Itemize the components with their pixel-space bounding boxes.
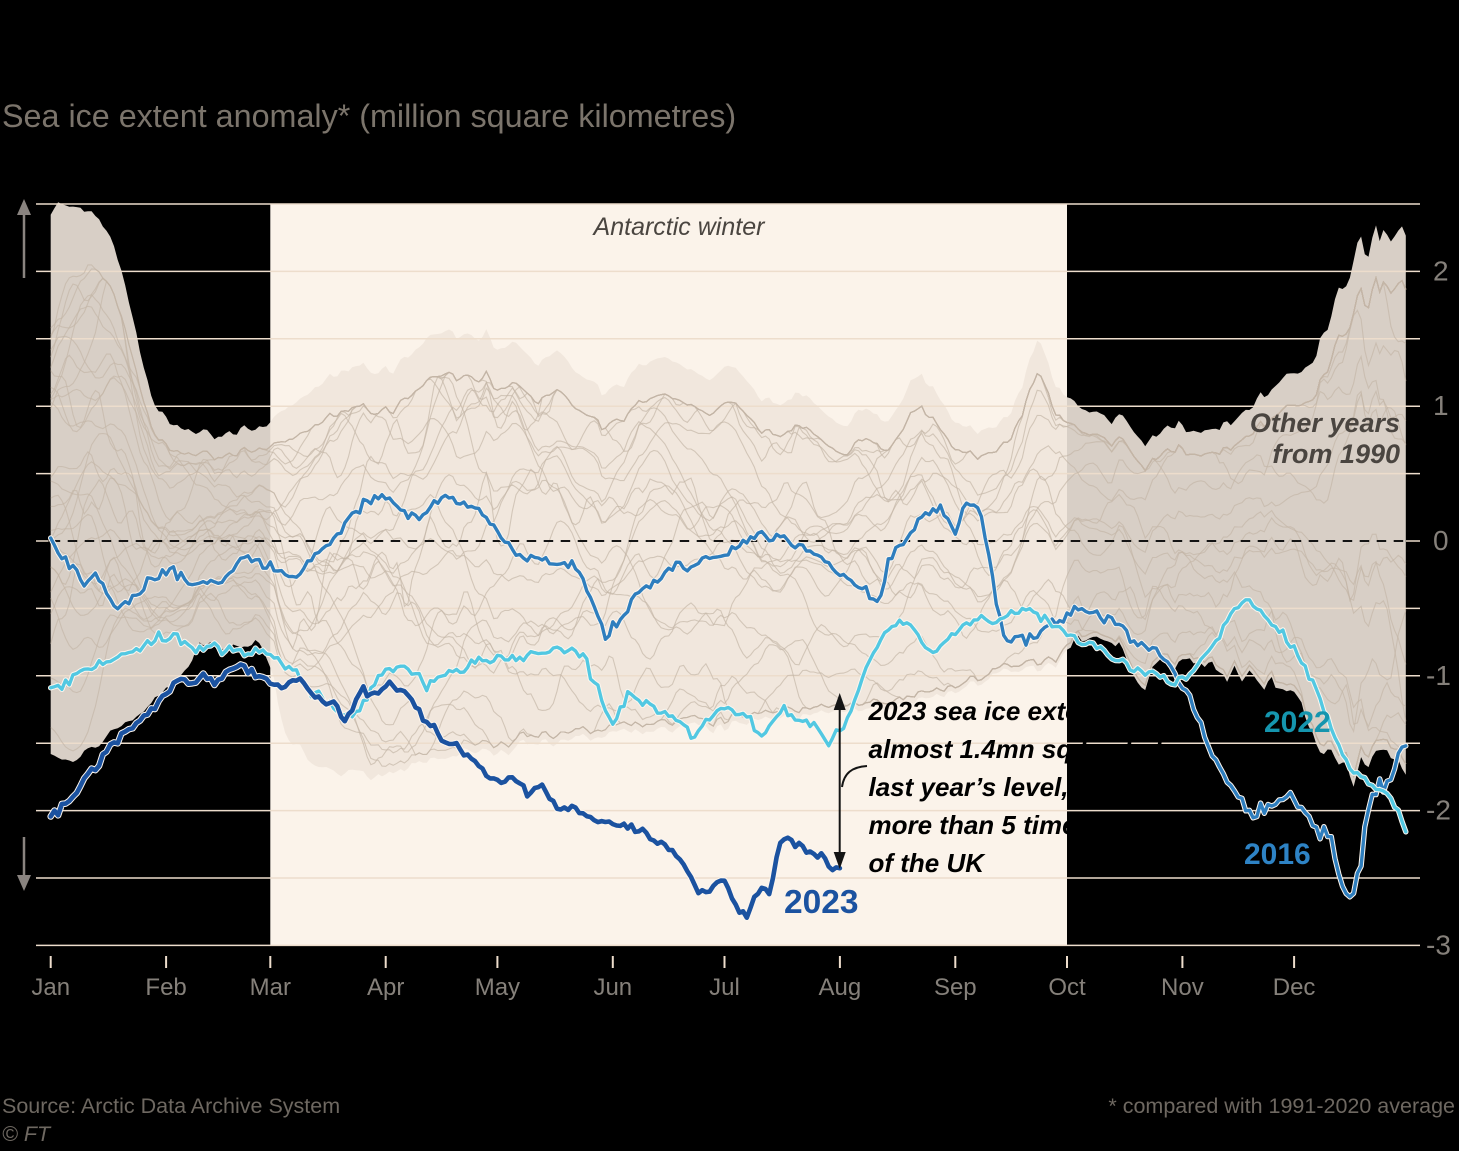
svg-text:Mar: Mar — [250, 974, 291, 1001]
svg-text:of the UK: of the UK — [869, 848, 987, 878]
svg-text:2016: 2016 — [1244, 838, 1311, 871]
svg-text:more than 5 times the size: more than 5 times the size — [869, 810, 1194, 840]
svg-text:2022: 2022 — [1264, 706, 1331, 739]
svg-text:Apr: Apr — [367, 974, 404, 1001]
svg-text:Other years: Other years — [1250, 408, 1400, 438]
svg-text:last year’s level, an area: last year’s level, an area — [869, 772, 1167, 802]
svg-text:Sea ice extent anomaly* (milli: Sea ice extent anomaly* (million square … — [2, 98, 736, 134]
svg-text:Source: Arctic Data Archive Sy: Source: Arctic Data Archive System — [2, 1094, 340, 1118]
svg-text:* compared with 1991-2020 aver: * compared with 1991-2020 average — [1108, 1094, 1455, 1118]
svg-text:Dec: Dec — [1273, 974, 1316, 1001]
svg-text:May: May — [475, 974, 520, 1001]
svg-text:Sep: Sep — [934, 974, 977, 1001]
svg-text:Jul: Jul — [709, 974, 740, 1001]
svg-text:Aug: Aug — [819, 974, 862, 1001]
svg-text:-2: -2 — [1426, 795, 1451, 826]
svg-text:-3: -3 — [1426, 929, 1451, 960]
svg-text:© FT: © FT — [2, 1122, 52, 1146]
svg-text:1: 1 — [1433, 390, 1449, 421]
svg-text:Jan: Jan — [31, 974, 70, 1001]
svg-text:2023 sea ice extent is: 2023 sea ice extent is — [868, 696, 1134, 726]
svg-text:Oct: Oct — [1048, 974, 1086, 1001]
svg-text:0: 0 — [1433, 525, 1449, 556]
svg-text:2023: 2023 — [784, 884, 859, 921]
svg-text:Jun: Jun — [593, 974, 632, 1001]
svg-text:2: 2 — [1433, 255, 1449, 286]
svg-text:-1: -1 — [1426, 660, 1451, 691]
svg-text:almost 1.4mn sq km below: almost 1.4mn sq km below — [869, 734, 1200, 764]
svg-text:Nov: Nov — [1161, 974, 1204, 1001]
svg-text:from 1990: from 1990 — [1272, 439, 1400, 469]
svg-text:Feb: Feb — [145, 974, 186, 1001]
svg-text:Antarctic winter: Antarctic winter — [592, 213, 767, 241]
